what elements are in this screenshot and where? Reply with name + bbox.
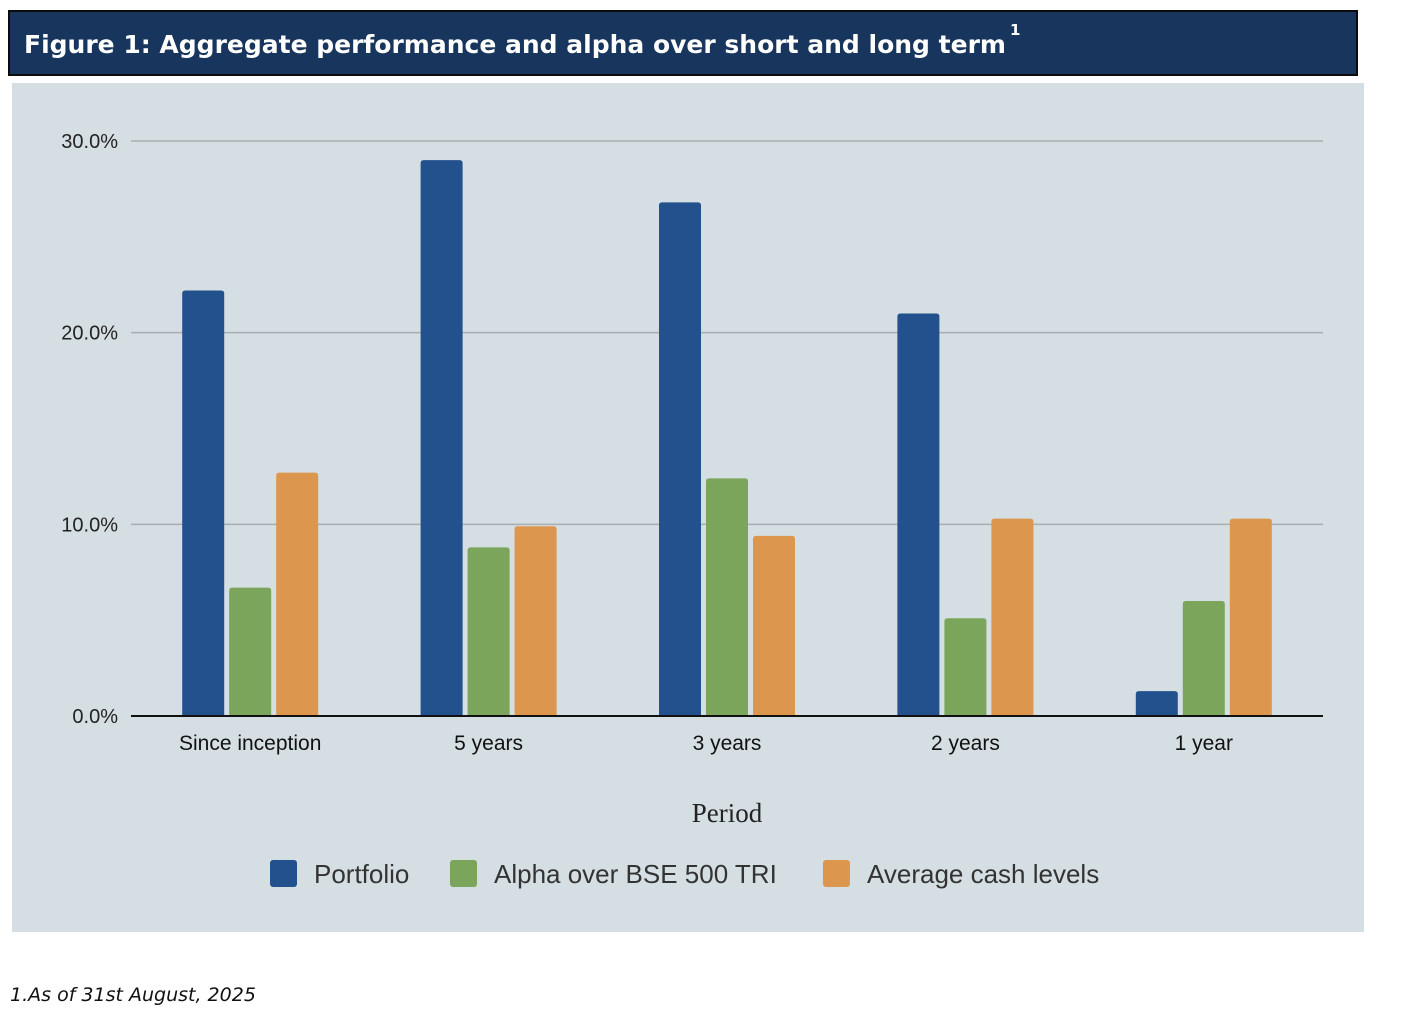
y-tick-label: 20.0% [61, 323, 118, 345]
bar [1229, 518, 1272, 716]
y-tick-label: 10.0% [61, 514, 118, 536]
bar [514, 526, 557, 716]
legend-label: Alpha over BSE 500 TRI [494, 859, 777, 889]
x-tick-label: Since inception [179, 732, 321, 755]
legend-swatch [270, 860, 297, 887]
bar [897, 313, 940, 716]
figure-title: Figure 1: Aggregate performance and alph… [24, 30, 1006, 59]
x-tick-label: 2 years [931, 732, 1000, 755]
bar [182, 290, 225, 716]
bar [944, 618, 987, 716]
bar [1135, 691, 1178, 716]
legend-swatch [823, 860, 850, 887]
bar [467, 547, 510, 716]
bar [229, 587, 272, 716]
x-tick-label: 3 years [693, 732, 762, 755]
bar [991, 518, 1034, 716]
bar [276, 472, 319, 716]
x-tick-label: 1 year [1175, 732, 1233, 755]
bar [1182, 601, 1225, 716]
bar [753, 535, 795, 716]
bar [706, 478, 748, 716]
figure-title-bar: Figure 1: Aggregate performance and alph… [8, 10, 1358, 76]
x-tick-label: 5 years [454, 732, 523, 755]
footnote: 1.As of 31st August, 2025 [10, 984, 256, 1006]
y-tick-label: 0.0% [72, 706, 118, 728]
figure-title-footnote-marker: 1 [1009, 21, 1021, 39]
y-tick-label: 30.0% [61, 131, 118, 153]
chart-panel: 0.0% 10.0% 20.0% 30.0% Since inception 5 year… [12, 83, 1364, 932]
bar-chart: 0.0% 10.0% 20.0% 30.0% Since inception 5 year… [61, 131, 1323, 889]
legend-label: Average cash levels [867, 859, 1099, 889]
bar [659, 202, 701, 716]
legend-swatch [450, 860, 477, 887]
x-axis-title: Period [692, 798, 763, 828]
bar [420, 160, 463, 717]
legend-label: Portfolio [314, 859, 409, 889]
